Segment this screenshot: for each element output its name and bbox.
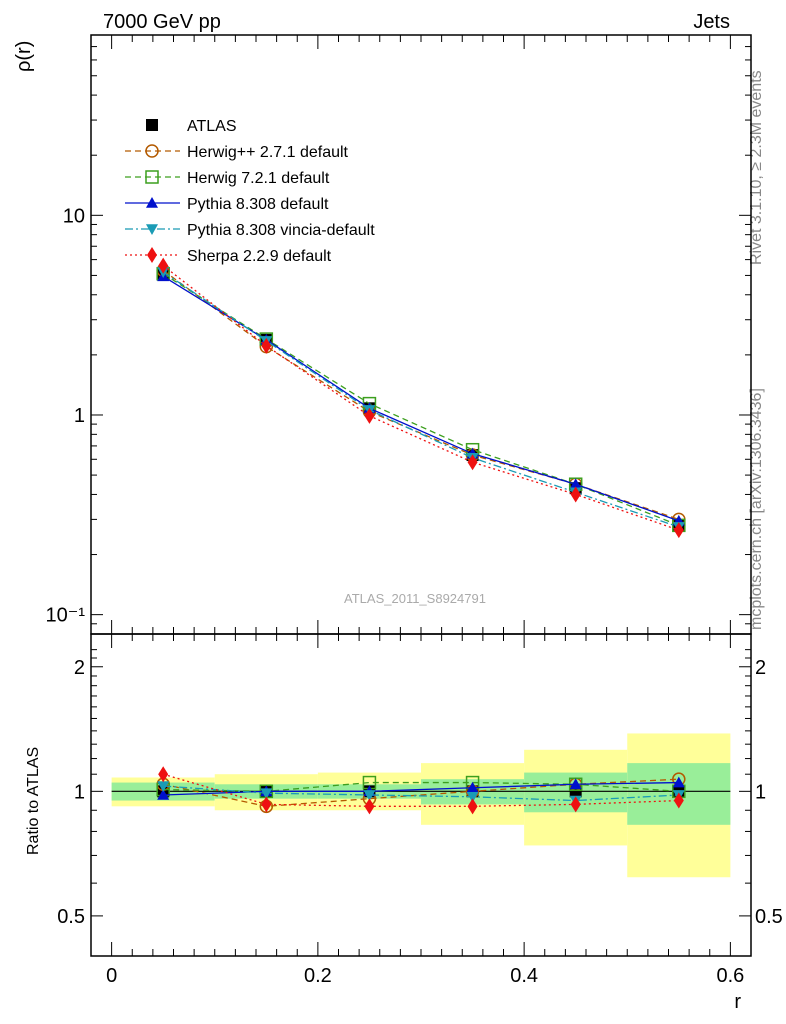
- header-right: Jets: [693, 11, 730, 33]
- ratio-data-point: [673, 792, 684, 809]
- x-tick-label: 0.4: [510, 965, 538, 987]
- ratio-data-point: [157, 781, 170, 793]
- ratio-panel: 0.5 0.5 1 1 2 2 0 0.2 0.4 0.6: [57, 633, 783, 987]
- x-axis-label: r: [734, 991, 741, 1013]
- ratio-data-point: [466, 781, 479, 793]
- header-left: 7000 GeV pp: [103, 11, 221, 33]
- legend-marker: [147, 247, 157, 263]
- legend-entry: Pythia 8.308 default: [187, 196, 329, 213]
- ratio-data-point: [363, 790, 376, 801]
- main-y-tick-label: 10: [63, 205, 85, 227]
- legend-marker: [145, 144, 159, 158]
- ratio-data-point: [672, 776, 685, 788]
- legend-entry: Pythia 8.308 vincia-default: [187, 222, 375, 239]
- legend-marker: [146, 224, 158, 235]
- ratio-y-tick-label-right: 0.5: [755, 906, 783, 928]
- main-data-point: [261, 337, 272, 354]
- ratio-series-line: [163, 781, 679, 792]
- x-tick-label: 0.2: [304, 965, 332, 987]
- legend-entry: Herwig 7.2.1 default: [187, 170, 330, 187]
- main-data-point: [570, 486, 581, 503]
- main-data-point: [364, 407, 375, 424]
- ratio-data-point: [261, 796, 272, 813]
- ratio-data-point: [157, 788, 170, 800]
- main-y-tick-label: 10⁻¹: [46, 605, 86, 627]
- ratio-data-point: [569, 778, 582, 790]
- legend-marker: [146, 119, 158, 131]
- ratio-y-tick-label-right: 1: [755, 781, 766, 803]
- watermark: ATLAS_2011_S8924791: [344, 591, 486, 606]
- main-y-tick-label: 1: [74, 405, 85, 427]
- ratio-data-point: [467, 798, 478, 815]
- side-label-mcplots: mcplots.cern.ch [arXiv:1306.3436]: [748, 388, 765, 630]
- legend-entry: Sherpa 2.2.9 default: [187, 248, 332, 265]
- x-tick-label: 0.6: [716, 965, 744, 987]
- ratio-y-tick-label-left: 2: [74, 657, 85, 679]
- ratio-y-tick-label-left: 1: [74, 781, 85, 803]
- ratio-y-tick-label-left: 0.5: [57, 906, 85, 928]
- main-data-point: [467, 454, 478, 471]
- legend-marker: [145, 170, 159, 184]
- main-data-point: [673, 522, 684, 539]
- ratio-data-point: [260, 788, 273, 800]
- main-series-line: [162, 273, 680, 526]
- ratio-y-tick-label-right: 2: [755, 657, 766, 679]
- ratio-y-axis-label: Ratio to ATLAS: [25, 747, 42, 855]
- legend-entry: ATLAS: [187, 118, 237, 135]
- main-series-line: [162, 269, 680, 521]
- ratio-data-point: [364, 798, 375, 815]
- main-series-line: [162, 271, 680, 528]
- legend-entry: Herwig++ 2.7.1 default: [187, 144, 349, 161]
- main-series-line: [162, 265, 680, 531]
- main-y-axis-label: ρ(r): [13, 41, 35, 72]
- legend-marker: [146, 197, 158, 208]
- legend: ATLAS Herwig++ 2.7.1 default Herwig 7.2.1 …: [125, 118, 375, 265]
- ratio-series-line: [163, 785, 679, 802]
- main-series-line: [162, 275, 680, 522]
- main-data-point: [569, 478, 582, 490]
- ratio-data-point: [158, 766, 169, 783]
- side-label-rivet: Rivet 3.1.10, ≥ 2.3M events: [748, 70, 765, 265]
- main-data-point: [158, 257, 169, 274]
- ratio-data-point: [466, 792, 479, 803]
- ratio-data-point: [570, 796, 581, 813]
- x-tick-label: 0: [106, 965, 117, 987]
